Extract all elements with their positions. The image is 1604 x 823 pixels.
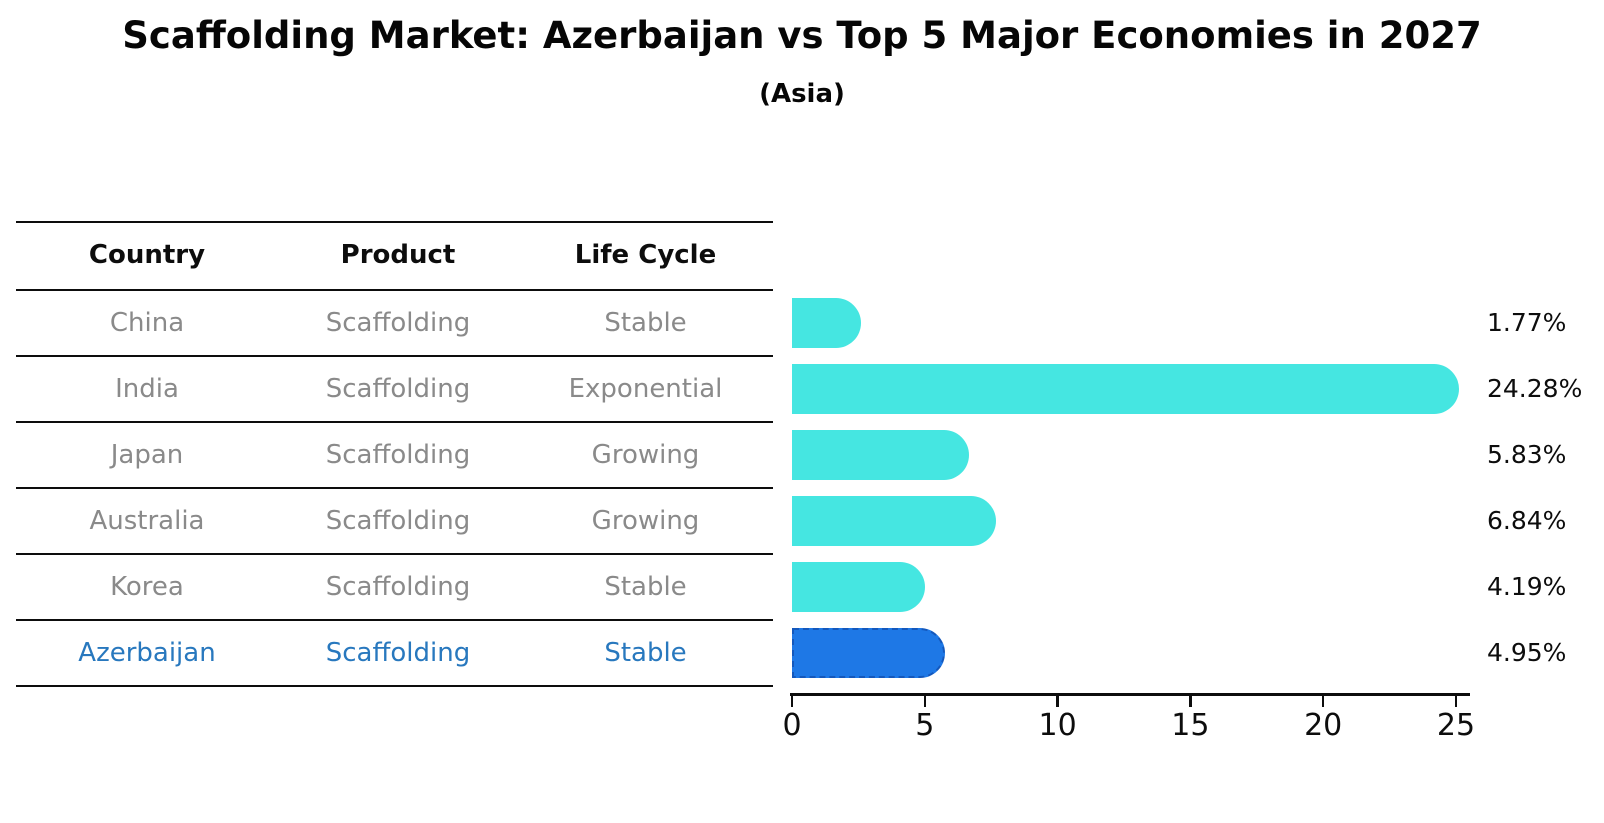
table-cell: Azerbaijan [78, 638, 216, 668]
bar-india [792, 364, 1459, 414]
table-cell: Australia [89, 506, 205, 536]
x-axis-tick [923, 695, 927, 707]
bar-australia [792, 496, 996, 546]
column-header: Country [88, 240, 206, 270]
table-cell: Scaffolding [325, 572, 471, 602]
table-cell: Exponential [568, 374, 723, 404]
bar-china [792, 298, 861, 348]
table-cell: India [115, 374, 179, 404]
x-tick-label: 0 [782, 708, 802, 743]
bar-japan [792, 430, 969, 480]
table-row-divider [16, 685, 773, 687]
table-row-divider [16, 619, 773, 621]
x-axis-tick [1056, 695, 1059, 707]
x-tick-label: 25 [1436, 708, 1476, 743]
x-tick-label: 20 [1304, 708, 1343, 743]
table-row: Australia Scaffolding Growing [16, 488, 773, 554]
table-cell: Scaffolding [325, 308, 471, 338]
x-tick-label: 10 [1038, 708, 1077, 743]
table-cell: Stable [604, 638, 687, 668]
table-cell: Growing [591, 506, 700, 536]
value-label: 6.84% [1487, 506, 1567, 535]
table-cell: China [109, 308, 185, 338]
table-cell: Scaffolding [325, 638, 471, 668]
x-tick-label: 15 [1171, 708, 1210, 743]
x-axis-tick [1189, 695, 1192, 707]
table-row-divider [16, 421, 773, 423]
table-row: Japan Scaffolding Growing [16, 422, 773, 488]
table-row: India Scaffolding Exponential [16, 356, 773, 422]
table-row-divider [16, 487, 773, 489]
x-tick-label: 5 [915, 708, 935, 743]
x-axis-tick [1454, 695, 1458, 707]
table-header-border [16, 289, 773, 291]
value-label: 1.77% [1487, 308, 1567, 337]
bar-azerbaijan [792, 628, 945, 678]
bar-korea [792, 562, 925, 612]
value-label: 24.28% [1487, 374, 1583, 403]
value-label: 4.95% [1487, 638, 1567, 667]
x-axis-line [790, 693, 1470, 696]
table-cell: Japan [110, 440, 184, 470]
table-row: China Scaffolding Stable [16, 290, 773, 356]
table-cell: Scaffolding [325, 374, 471, 404]
value-label: 5.83% [1487, 440, 1567, 469]
table-cell: Scaffolding [325, 506, 471, 536]
value-label: 4.19% [1487, 572, 1567, 601]
table-cell: Scaffolding [325, 440, 471, 470]
table-row: Korea Scaffolding Stable [16, 554, 773, 620]
table-row-divider [16, 355, 773, 357]
table-cell: Stable [604, 308, 687, 338]
chart-subtitle: (Asia) [759, 79, 845, 109]
table-header-row: Country Product Life Cycle [16, 222, 773, 288]
table-row: Azerbaijan Scaffolding Stable [16, 620, 773, 686]
table-top-border [16, 221, 773, 223]
x-axis-tick [1321, 695, 1325, 707]
column-header: Life Cycle [574, 240, 717, 270]
table-cell: Stable [604, 572, 687, 602]
x-axis-tick [790, 695, 794, 707]
column-header: Product [340, 240, 456, 270]
chart-title: Scaffolding Market: Azerbaijan vs Top 5 … [122, 14, 1482, 57]
table-cell: Korea [110, 572, 184, 602]
table-row-divider [16, 553, 773, 555]
table-cell: Growing [591, 440, 700, 470]
